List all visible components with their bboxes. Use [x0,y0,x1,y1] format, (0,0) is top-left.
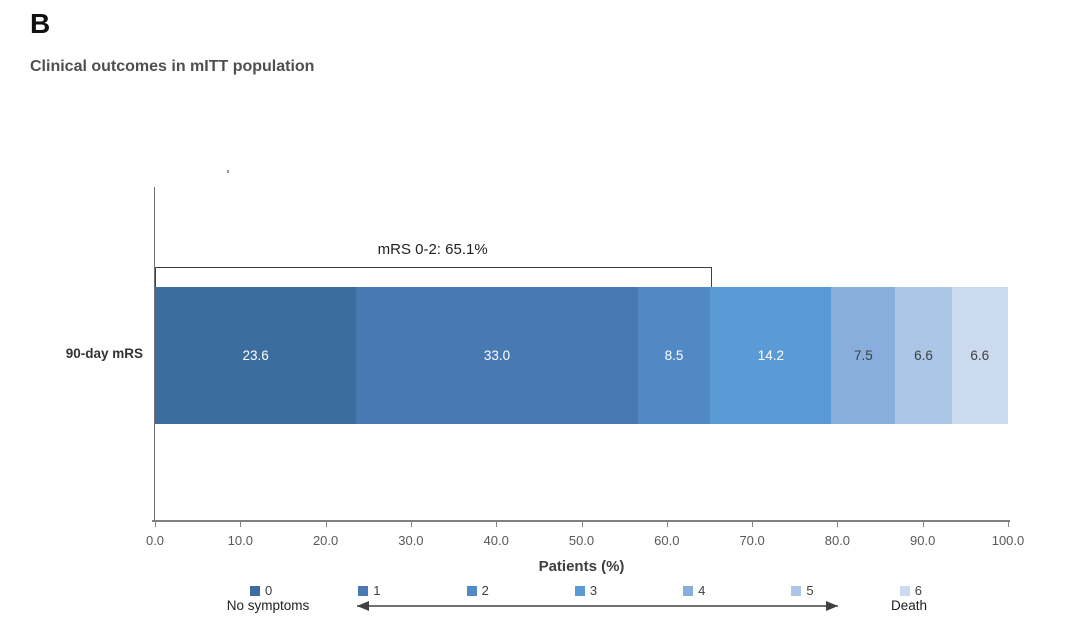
x-axis-ticks [155,522,1009,528]
x-tick-mark [666,522,668,527]
legend-item-label: 1 [373,583,381,598]
bar-segment-mrs-1: 33.0 [356,287,638,424]
mrs-scale-arrow-icon [357,601,838,611]
chart-title: Clinical outcomes in mITT population [30,58,315,75]
x-tick-label: 100.0 [991,533,1025,548]
x-axis-line [152,520,1010,522]
stacked-bar: 23.6 33.0 8.5 14.2 7.5 6.6 6.6 [155,287,1008,424]
stray-dot [227,170,229,173]
segment-value-label: 7.5 [854,348,873,363]
x-tick-mark [410,522,412,527]
legend-item-label: 0 [265,583,273,598]
segment-value-label: 8.5 [664,348,684,363]
bar-segment-mrs-0: 23.6 [155,287,357,424]
bar-segment-mrs-6: 6.6 [951,287,1008,424]
legend-swatch-icon [574,585,585,596]
x-tick-mark [752,522,754,527]
y-axis-line [154,187,155,521]
x-tick-mark [496,522,498,527]
x-tick-label: 20.0 [312,533,339,548]
legend-item-mrs-3: 3 [574,583,598,598]
x-tick-mark [922,522,924,527]
segment-value-label: 6.6 [914,348,933,363]
legend-item-mrs-2: 2 [466,583,489,598]
x-tick-mark [837,522,839,527]
legend-item-label: 2 [481,583,489,598]
legend-item-mrs-0: 0 [250,583,272,598]
legend-note-no-symptoms: No symptoms [226,598,310,613]
x-tick-mark [240,522,242,527]
bar-segment-mrs-3: 14.2 [710,287,832,424]
segment-value-label: 6.6 [970,348,990,363]
legend-swatch-icon [683,585,694,596]
mrs02-bracket [155,267,713,288]
x-axis-title: Patients (%) [538,558,625,575]
x-axis-tick-labels: 0.0 10.0 20.0 30.0 40.0 50.0 60.0 70.0 80.0 90.0 1… [146,533,1024,549]
bar-segment-mrs-4: 7.5 [831,287,896,424]
x-tick-label: 10.0 [227,533,253,548]
legend-item-mrs-1: 1 [358,583,381,598]
legend-item-mrs-5: 5 [791,583,814,598]
legend-item-label: 6 [914,583,922,598]
segment-value-label: 14.2 [757,348,784,363]
legend-item-label: 3 [589,583,598,598]
legend-swatch-icon [358,585,369,596]
legend: 0 1 2 3 4 5 6 [250,583,922,598]
x-tick-label: 70.0 [739,533,765,548]
legend-swatch-icon [466,585,477,596]
x-tick-label: 40.0 [483,533,509,548]
legend-swatch-icon [250,585,260,596]
bar-segment-mrs-5: 6.6 [895,287,952,424]
x-tick-label: 30.0 [398,533,424,548]
x-tick-label: 80.0 [824,533,851,548]
legend-item-label: 4 [698,583,706,598]
x-tick-mark [1008,522,1009,527]
legend-item-label: 5 [806,583,814,598]
bar-segment-mrs-2: 8.5 [637,287,711,424]
x-tick-mark [325,522,327,527]
mrs02-annotation: mRS 0-2: 65.1% [377,241,488,258]
x-tick-mark [581,522,583,527]
x-tick-label: 50.0 [568,533,595,548]
x-tick-label: 60.0 [654,533,680,548]
legend-swatch-icon [899,585,910,596]
legend-item-mrs-6: 6 [899,583,922,598]
legend-swatch-icon [791,585,802,596]
legend-note-death: Death [890,598,928,613]
segment-value-label: 33.0 [483,348,511,363]
legend-item-mrs-4: 4 [683,583,705,598]
x-tick-label: 90.0 [910,533,936,548]
x-tick-label: 0.0 [145,533,165,548]
segment-value-label: 23.6 [242,348,269,363]
category-label: 90-day mRS [65,346,143,361]
panel-label: B [30,8,51,39]
x-tick-mark [155,522,156,527]
